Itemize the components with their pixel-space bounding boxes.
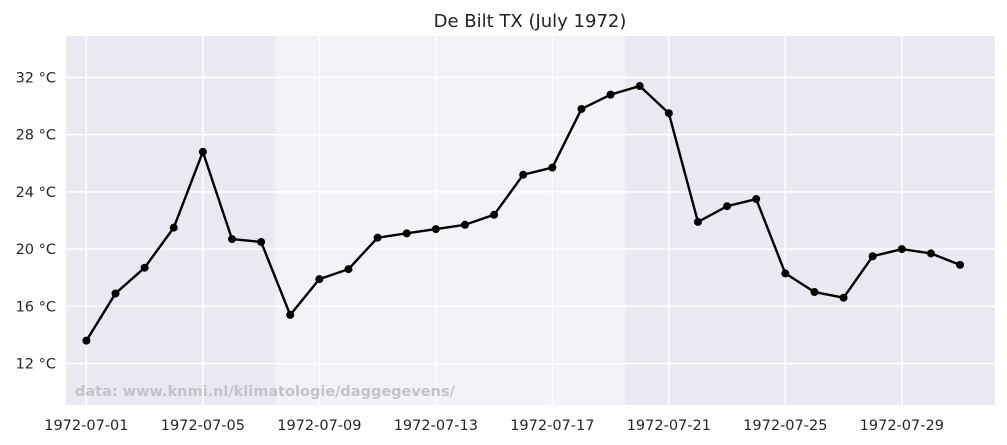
data-point <box>227 235 236 244</box>
data-point <box>286 310 295 319</box>
chart-title: De Bilt TX (July 1972) <box>434 11 627 32</box>
data-point <box>111 289 120 298</box>
x-tick-label: 1972-07-17 <box>510 418 594 434</box>
data-point <box>373 233 382 242</box>
series-group <box>82 82 965 345</box>
grid-lines <box>66 36 995 405</box>
y-tick-label: 16 °C <box>16 299 56 315</box>
data-point <box>519 170 528 179</box>
data-point <box>198 147 207 156</box>
data-point <box>752 195 761 204</box>
data-point <box>926 249 935 258</box>
data-point <box>431 225 440 234</box>
data-point <box>606 90 615 99</box>
y-tick-label: 20 °C <box>16 242 56 258</box>
data-point <box>315 275 324 284</box>
y-tick-label: 32 °C <box>16 70 56 86</box>
x-tick-label: 1972-07-29 <box>860 418 944 434</box>
data-point <box>839 293 848 302</box>
shaded-span-2 <box>275 36 626 405</box>
data-point <box>460 220 469 229</box>
data-point <box>810 288 819 297</box>
x-tick-label: 1972-07-13 <box>394 418 478 434</box>
data-point <box>664 109 673 118</box>
data-point <box>956 260 965 269</box>
data-point <box>548 163 557 172</box>
data-point <box>693 217 702 226</box>
data-point <box>169 223 178 232</box>
data-point <box>257 237 266 246</box>
x-tick-label: 1972-07-05 <box>161 418 245 434</box>
data-point <box>82 336 91 345</box>
data-point <box>723 202 732 211</box>
data-point <box>897 245 906 254</box>
data-point <box>490 210 499 219</box>
x-tick-label: 1972-07-09 <box>277 418 361 434</box>
data-point <box>635 82 644 91</box>
shaded-span-3 <box>625 36 995 405</box>
data-point <box>402 229 411 238</box>
data-point <box>344 265 353 274</box>
plot-background <box>66 36 995 405</box>
x-tick-label: 1972-07-21 <box>627 418 711 434</box>
x-axis-ticks: 1972-07-01 1972-07-05 1972-07-09 1972-07-13… <box>44 418 944 434</box>
x-tick-label: 1972-07-25 <box>743 418 827 434</box>
y-tick-label: 12 °C <box>16 357 56 373</box>
data-point <box>868 252 877 261</box>
shaded-span-1 <box>66 36 276 405</box>
data-point <box>140 263 149 272</box>
data-source-annotation: data: www.knmi.nl/klimatologie/daggegeve… <box>75 384 456 400</box>
y-tick-label: 24 °C <box>16 185 56 201</box>
data-point <box>781 269 790 278</box>
y-tick-label: 28 °C <box>16 128 56 144</box>
x-tick-label: 1972-07-01 <box>44 418 128 434</box>
data-point <box>577 104 586 113</box>
y-axis-ticks: 12 °C 16 °C 20 °C 24 °C 28 °C 32 °C <box>16 70 56 372</box>
